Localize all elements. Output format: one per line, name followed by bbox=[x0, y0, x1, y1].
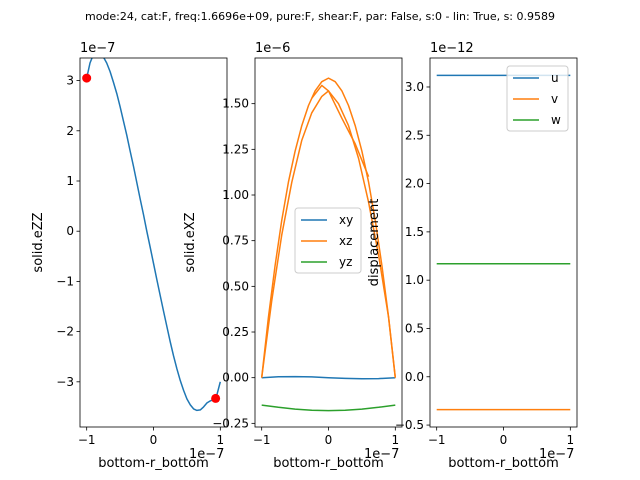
exz-ytick-label: 0.50 bbox=[222, 279, 249, 293]
exz-ytick-label: 1.00 bbox=[222, 188, 249, 202]
exz-ytick-label: 0.25 bbox=[222, 325, 249, 339]
ezz-x-offset: 1e−7 bbox=[189, 447, 224, 462]
ezz-xtick-label: −1 bbox=[78, 433, 96, 447]
disp-ytick-label: 3.0 bbox=[405, 80, 424, 94]
disp-xtick-label: −1 bbox=[428, 433, 446, 447]
figure-title: mode:24, cat:F, freq:1.6696e+09, pure:F,… bbox=[85, 10, 555, 23]
disp-y-offset: 1e−12 bbox=[430, 41, 474, 56]
exz-x-offset: 1e−7 bbox=[364, 447, 399, 462]
exz-xtick-label: 0 bbox=[325, 433, 333, 447]
ezz-axes-frame bbox=[79, 57, 228, 428]
disp-ytick-label: 1.0 bbox=[405, 273, 424, 287]
subplot-ezz: 1e−7 1e−7 bottom-r_bottom solid.eZZ −1 0 1… bbox=[31, 41, 228, 471]
ezz-ytick-label: −1 bbox=[56, 274, 74, 288]
exz-series-xz-line bbox=[311, 84, 370, 177]
exz-legend-label: xz bbox=[339, 234, 352, 248]
exz-xtick-label: 1 bbox=[391, 433, 399, 447]
exz-legend-label: yz bbox=[339, 255, 352, 269]
exz-xtick-label: −1 bbox=[253, 433, 271, 447]
disp-x-offset: 1e−7 bbox=[539, 447, 574, 462]
subplot-displacement: 1e−12 1e−7 bottom-r_bottom displacement … bbox=[367, 41, 578, 471]
ezz-ytick-label: 2 bbox=[66, 124, 74, 138]
ezz-ytick-label: 3 bbox=[66, 74, 74, 88]
exz-ytick-label: 0.00 bbox=[222, 371, 249, 385]
disp-ytick-label: 0.5 bbox=[405, 321, 424, 335]
disp-legend: uvw bbox=[506, 65, 569, 132]
disp-xtick-label: 1 bbox=[566, 433, 574, 447]
exz-series-xz-line bbox=[260, 77, 397, 378]
ezz-ytick-label: 0 bbox=[66, 224, 74, 238]
exz-series-yz-line bbox=[261, 404, 396, 412]
exz-ytick-label: 1.50 bbox=[222, 97, 249, 111]
ezz-ytick-label: −2 bbox=[56, 325, 74, 339]
disp-xtick-label: 0 bbox=[500, 433, 508, 447]
exz-legend: xy xz yz bbox=[294, 207, 362, 274]
ezz-xtick-label: 0 bbox=[150, 433, 158, 447]
ezz-y-offset: 1e−7 bbox=[80, 41, 115, 56]
exz-ylabel: solid.eXZ bbox=[183, 212, 198, 272]
exz-ytick-label: −0.25 bbox=[212, 416, 249, 430]
disp-ylabel: displacement bbox=[367, 199, 382, 287]
disp-ytick-label: −0.5 bbox=[395, 418, 424, 432]
ezz-marker-point bbox=[211, 393, 221, 403]
disp-legend-label: v bbox=[551, 92, 558, 106]
ezz-xlabel: bottom-r_bottom bbox=[98, 456, 209, 471]
disp-legend-label: u bbox=[551, 71, 559, 85]
disp-ytick-label: 0.0 bbox=[405, 370, 424, 384]
disp-ytick-label: 2.0 bbox=[405, 177, 424, 191]
disp-legend-label: w bbox=[551, 113, 561, 127]
ezz-ytick-label: −3 bbox=[56, 375, 74, 389]
exz-y-offset: 1e−6 bbox=[255, 41, 290, 56]
ezz-xtick-label: 1 bbox=[216, 433, 224, 447]
disp-ytick-label: 1.5 bbox=[405, 225, 424, 239]
subplot-exz: 1e−6 1e−7 bottom-r_bottom solid.eXZ −1 0 1… bbox=[183, 41, 403, 471]
exz-xlabel: bottom-r_bottom bbox=[273, 456, 384, 471]
disp-xlabel: bottom-r_bottom bbox=[448, 456, 559, 471]
exz-ytick-label: 1.25 bbox=[222, 142, 249, 156]
disp-ytick-label: 2.5 bbox=[405, 128, 424, 142]
ezz-ytick-label: 1 bbox=[66, 174, 74, 188]
ezz-marker-point bbox=[82, 73, 92, 83]
exz-series-xy-line bbox=[261, 375, 396, 380]
exz-legend-label: xy bbox=[339, 213, 353, 227]
exz-ytick-label: 0.75 bbox=[222, 234, 249, 248]
ezz-ylabel: solid.eZZ bbox=[31, 212, 46, 272]
ezz-series-0-line bbox=[85, 58, 222, 412]
exz-legend-box bbox=[294, 207, 362, 274]
